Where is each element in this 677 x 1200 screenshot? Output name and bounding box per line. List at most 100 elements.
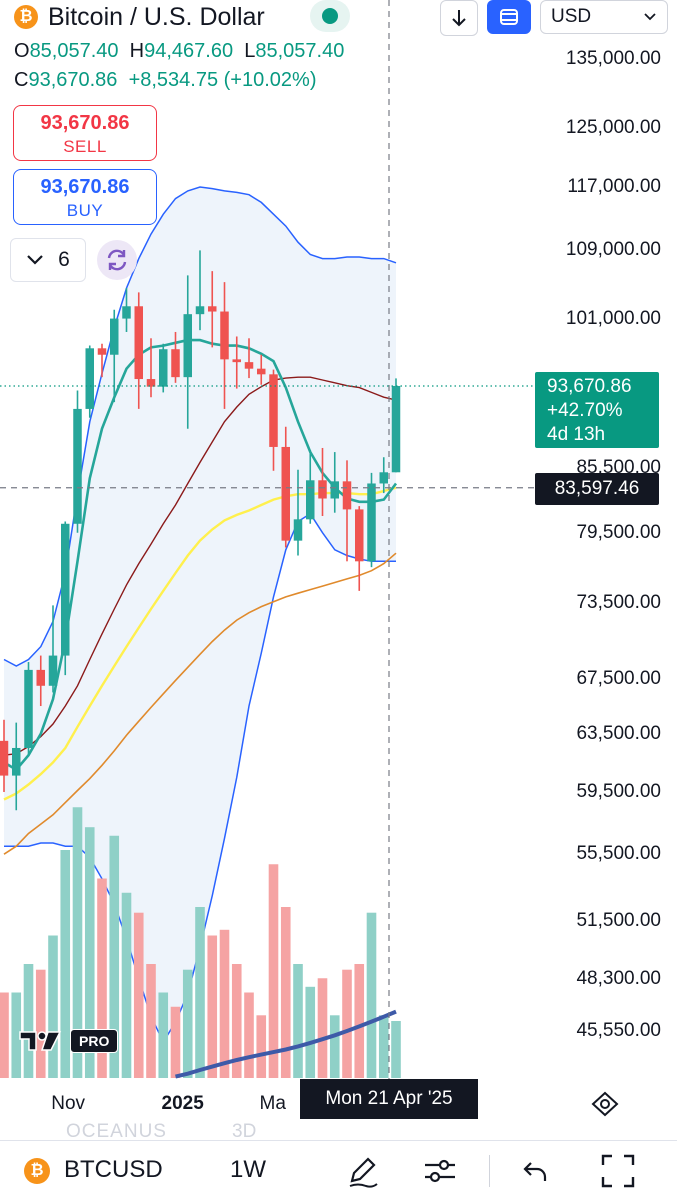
candle xyxy=(232,336,241,389)
candle-body xyxy=(0,740,9,776)
candle xyxy=(61,521,70,676)
buy-price: 93,670.86 xyxy=(40,176,130,198)
candle xyxy=(293,469,303,556)
price-axis-label: 125,000.00 xyxy=(565,116,661,138)
candle xyxy=(367,472,376,568)
timeframe-button[interactable]: 1W xyxy=(230,1156,266,1183)
candle xyxy=(73,390,82,533)
layout-button[interactable] xyxy=(487,0,531,34)
currency-select[interactable]: USD xyxy=(540,0,668,34)
price-axis-label: 135,000.00 xyxy=(565,48,661,69)
draw-tool-button[interactable] xyxy=(342,1151,382,1191)
fullscreen-button[interactable] xyxy=(598,1151,638,1191)
volume-bar xyxy=(97,878,107,1078)
bottom-toolbar: ₿ BTCUSD 1W xyxy=(0,1140,677,1200)
buy-button[interactable]: 93,670.86 BUY xyxy=(13,169,157,225)
crosshair-lines xyxy=(0,0,535,1079)
candle xyxy=(244,338,254,379)
candle-body xyxy=(159,349,168,387)
volume-bar xyxy=(280,907,291,1078)
download-button[interactable] xyxy=(440,0,478,36)
candle xyxy=(281,426,290,548)
candle-body xyxy=(12,747,21,776)
volume-bar xyxy=(23,964,34,1078)
ma-orange-line xyxy=(3,552,397,855)
volume-bar xyxy=(256,1015,267,1078)
bar-countdown: 4d 13h xyxy=(547,424,606,445)
sliders-icon xyxy=(425,1159,455,1183)
price-axis-label: 55,500.00 xyxy=(576,843,661,865)
candle xyxy=(159,343,168,393)
fullscreen-icon xyxy=(601,1154,635,1188)
volume-bar xyxy=(244,992,254,1078)
volume-bar xyxy=(378,1015,389,1078)
time-axis-label: 2025 xyxy=(161,1093,204,1114)
candle xyxy=(342,460,352,562)
close-value: 93,670.86 xyxy=(28,69,118,91)
candle xyxy=(269,369,278,471)
indicator-settings-button[interactable] xyxy=(420,1151,460,1191)
volume-bar xyxy=(366,912,377,1078)
volume-bar xyxy=(231,964,242,1078)
candle-body xyxy=(24,669,33,748)
candle xyxy=(208,271,217,348)
candle-body xyxy=(110,318,119,355)
candle-body xyxy=(208,306,217,312)
candle-body xyxy=(122,306,131,319)
tradingview-logo: PRO xyxy=(18,1027,138,1055)
high-value: 94,467.60 xyxy=(144,40,234,62)
candle xyxy=(306,450,315,524)
candle xyxy=(12,722,21,811)
volume-bar xyxy=(207,935,218,1078)
candle xyxy=(391,378,401,473)
volume-bars xyxy=(0,807,401,1078)
market-status-indicator[interactable] xyxy=(310,0,350,32)
bitcoin-logo-icon: ₿ xyxy=(24,1158,50,1184)
replay-button[interactable] xyxy=(97,240,137,280)
candle-body xyxy=(342,481,352,510)
candle-body xyxy=(97,348,107,355)
candle-body xyxy=(269,374,278,447)
arrow-down-icon xyxy=(452,10,466,27)
indicator-collapse-toggle[interactable]: 6 xyxy=(10,238,86,282)
candle-body xyxy=(293,519,303,541)
price-chart[interactable] xyxy=(0,0,677,1140)
price-axis-label: 48,300.00 xyxy=(576,967,661,989)
candle-body xyxy=(36,669,45,686)
candle xyxy=(0,719,9,792)
volume-ma-line xyxy=(175,1009,397,1079)
undo-button[interactable] xyxy=(516,1151,556,1191)
candle xyxy=(24,662,33,756)
candle-body xyxy=(318,480,327,499)
volume-bar xyxy=(146,964,156,1078)
symbol-button[interactable]: BTCUSD xyxy=(64,1156,163,1183)
volume-bar xyxy=(317,978,328,1078)
price-axis-label: 59,500.00 xyxy=(576,780,661,802)
candle-body xyxy=(244,362,254,369)
bb-fill xyxy=(4,187,396,1042)
undo-icon xyxy=(523,1162,547,1181)
price-axis-label: 79,500.00 xyxy=(576,521,661,543)
ma-maroon-line xyxy=(3,376,397,756)
time-axis-label: Ma xyxy=(259,1093,286,1114)
volume-bar xyxy=(170,1006,181,1078)
candle-body xyxy=(171,349,180,378)
candle-body xyxy=(391,385,401,473)
symbol-title-row[interactable]: ₿ Bitcoin / U.S. Dollar xyxy=(14,2,265,32)
volume-bar xyxy=(60,850,71,1078)
toolbar-divider xyxy=(489,1155,490,1187)
watermark-timeframe: 3D xyxy=(232,1121,257,1142)
low-value: 85,057.40 xyxy=(255,40,345,62)
indicator-count: 6 xyxy=(58,248,70,271)
candle xyxy=(183,275,192,429)
change-value: +8,534.75 (+10.02%) xyxy=(128,69,317,91)
refresh-icon xyxy=(107,249,127,271)
price-axis-label: 67,500.00 xyxy=(576,668,661,690)
candle-body xyxy=(48,655,58,686)
candle xyxy=(379,457,388,494)
sell-button[interactable]: 93,670.86 SELL xyxy=(13,105,157,161)
candle xyxy=(85,345,94,418)
object-tree-icon[interactable] xyxy=(590,1090,620,1118)
volume-bar xyxy=(219,929,230,1078)
sell-label: SELL xyxy=(63,137,107,156)
